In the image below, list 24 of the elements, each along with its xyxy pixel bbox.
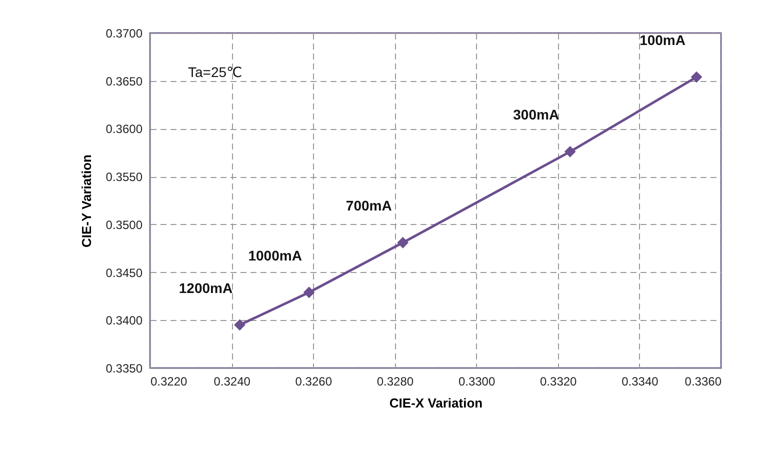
x-tick-label: 0.3260 bbox=[295, 374, 332, 388]
annotation: 1000mA bbox=[248, 247, 302, 264]
annotation: 300mA bbox=[513, 106, 560, 123]
annotation: 700mA bbox=[346, 198, 392, 214]
y-tick-label: 0.3600 bbox=[106, 122, 143, 136]
y-tick-label: 0.3700 bbox=[106, 26, 143, 40]
y-tick-label: 0.3650 bbox=[106, 74, 143, 88]
y-tick-label: 0.3450 bbox=[106, 266, 143, 280]
y-tick-label: 0.3400 bbox=[106, 314, 143, 328]
x-tick-label: 0.3360 bbox=[684, 374, 722, 388]
x-tick-label: 0.3220 bbox=[150, 374, 188, 388]
x-tick-label: 0.3280 bbox=[376, 374, 414, 388]
y-tick-label: 0.3500 bbox=[106, 218, 143, 232]
annotation: Ta=25℃ bbox=[188, 64, 242, 80]
y-tick-label: 0.3350 bbox=[106, 362, 143, 376]
y-axis-title: CIE-Y Variation bbox=[78, 154, 94, 248]
x-tick-label: 0.3340 bbox=[622, 374, 659, 388]
y-tick-label: 0.3550 bbox=[106, 170, 143, 184]
annotation: 1200mA bbox=[178, 280, 233, 296]
x-tick-label: 0.3320 bbox=[540, 374, 578, 388]
x-tick-label: 0.3240 bbox=[214, 374, 251, 388]
x-axis-title: CIE-X Variation bbox=[389, 396, 483, 410]
x-tick-label: 0.3300 bbox=[458, 374, 496, 388]
annotation: 100mA bbox=[640, 32, 686, 48]
